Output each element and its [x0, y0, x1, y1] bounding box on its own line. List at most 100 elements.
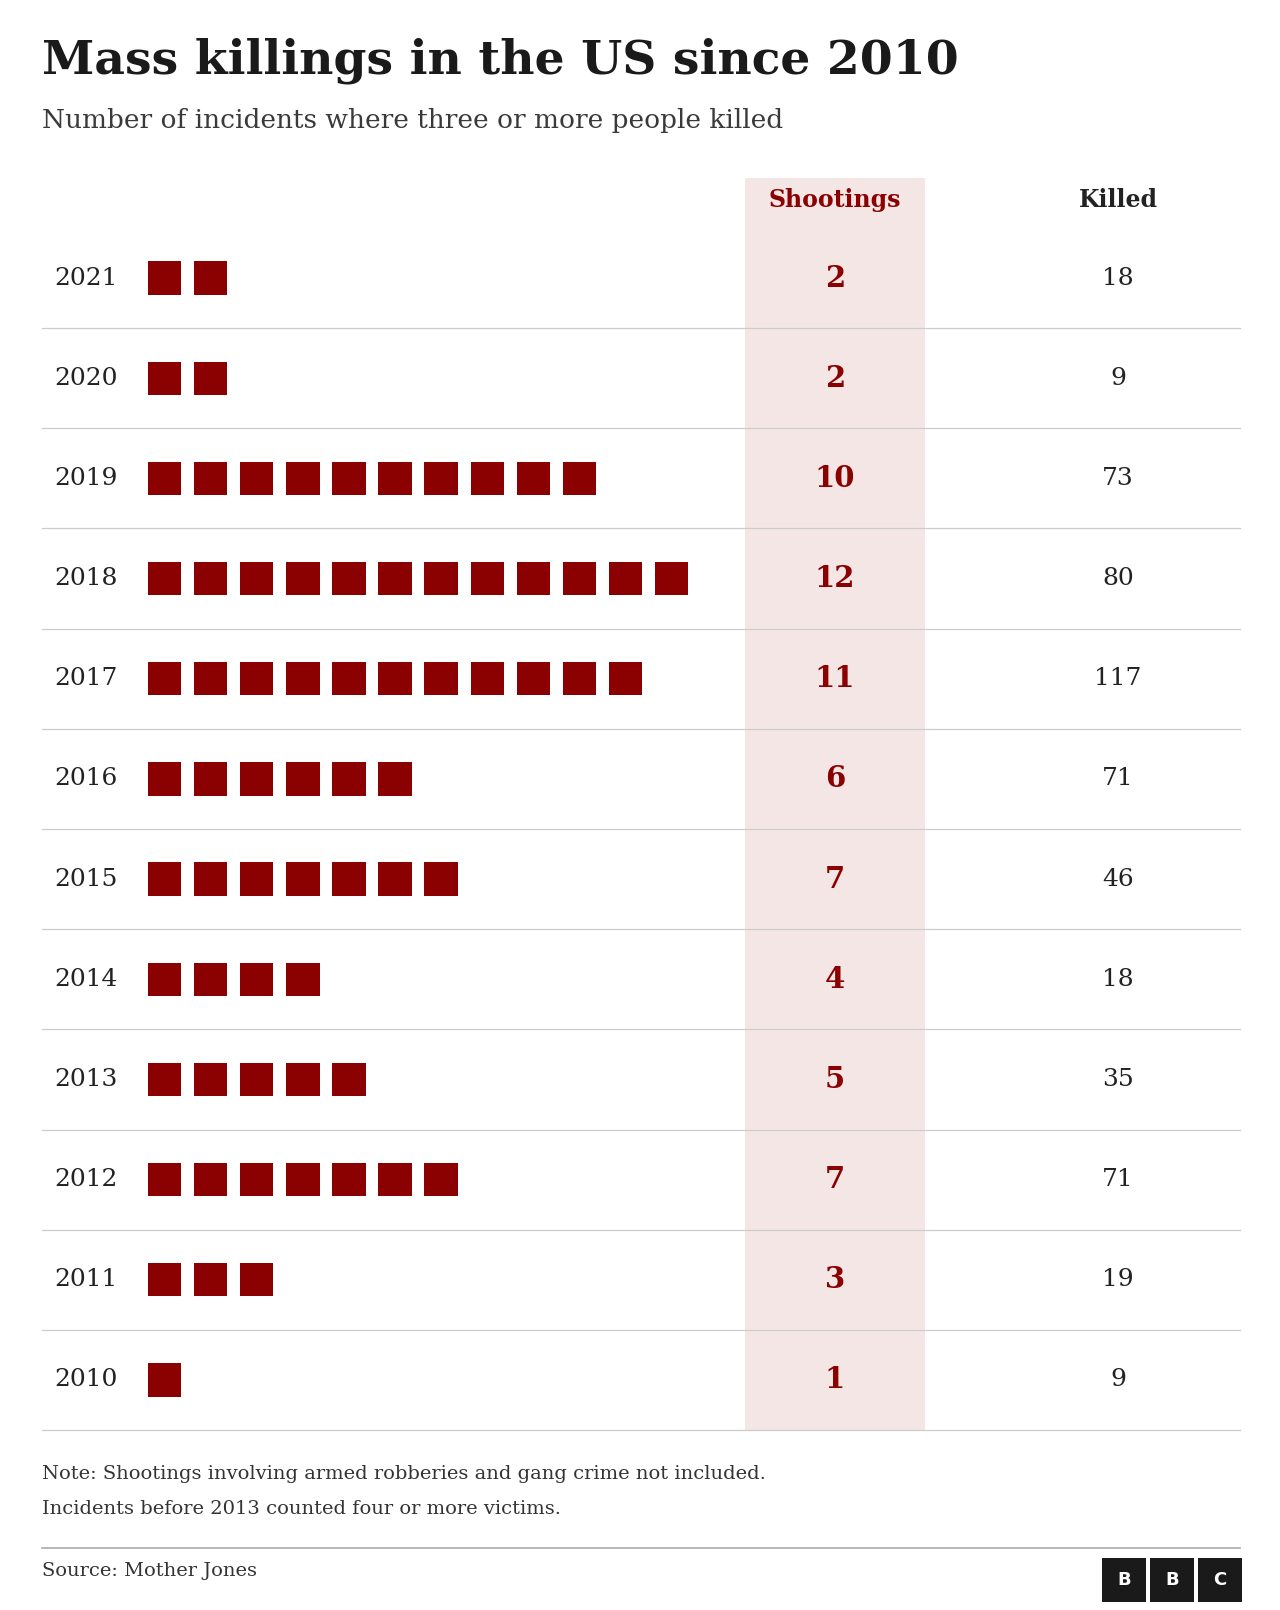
FancyBboxPatch shape: [517, 462, 550, 494]
FancyBboxPatch shape: [517, 562, 550, 596]
FancyBboxPatch shape: [148, 1364, 182, 1396]
FancyBboxPatch shape: [471, 462, 504, 494]
FancyBboxPatch shape: [471, 562, 504, 596]
Text: 2016: 2016: [55, 768, 118, 791]
FancyBboxPatch shape: [195, 1162, 228, 1196]
FancyBboxPatch shape: [333, 863, 366, 895]
Text: C: C: [1213, 1571, 1226, 1589]
FancyBboxPatch shape: [379, 1162, 412, 1196]
FancyBboxPatch shape: [425, 662, 458, 696]
FancyBboxPatch shape: [1198, 1558, 1242, 1602]
FancyBboxPatch shape: [148, 562, 182, 596]
Text: 71: 71: [1102, 1169, 1134, 1191]
FancyBboxPatch shape: [148, 362, 182, 394]
Text: 10: 10: [815, 464, 855, 493]
Text: 19: 19: [1102, 1269, 1134, 1291]
FancyBboxPatch shape: [287, 462, 320, 494]
FancyBboxPatch shape: [609, 562, 643, 596]
Text: 5: 5: [824, 1064, 845, 1093]
FancyBboxPatch shape: [241, 1063, 274, 1096]
FancyBboxPatch shape: [241, 662, 274, 696]
FancyBboxPatch shape: [148, 261, 182, 295]
FancyBboxPatch shape: [425, 462, 458, 494]
FancyBboxPatch shape: [148, 462, 182, 494]
Text: 9: 9: [1110, 367, 1126, 390]
Text: 35: 35: [1102, 1067, 1134, 1092]
Text: 12: 12: [815, 564, 855, 592]
Text: 46: 46: [1102, 868, 1134, 890]
Text: 2013: 2013: [55, 1067, 118, 1092]
FancyBboxPatch shape: [195, 261, 228, 295]
FancyBboxPatch shape: [241, 562, 274, 596]
Text: 2020: 2020: [55, 367, 118, 390]
FancyBboxPatch shape: [241, 863, 274, 895]
Text: Note: Shootings involving armed robberies and gang crime not included.: Note: Shootings involving armed robberie…: [42, 1465, 765, 1483]
FancyBboxPatch shape: [241, 1162, 274, 1196]
Text: 2018: 2018: [55, 567, 118, 591]
Text: 71: 71: [1102, 768, 1134, 791]
Text: 2019: 2019: [55, 467, 118, 489]
FancyBboxPatch shape: [241, 1264, 274, 1296]
FancyBboxPatch shape: [287, 963, 320, 997]
Text: 9: 9: [1110, 1368, 1126, 1391]
FancyBboxPatch shape: [333, 1162, 366, 1196]
Text: Shootings: Shootings: [769, 188, 901, 213]
Text: 2017: 2017: [55, 667, 118, 691]
FancyBboxPatch shape: [148, 1162, 182, 1196]
Text: 2014: 2014: [55, 968, 118, 990]
Text: 7: 7: [824, 1166, 845, 1195]
FancyBboxPatch shape: [148, 963, 182, 997]
FancyBboxPatch shape: [195, 863, 228, 895]
Text: 7: 7: [824, 865, 845, 894]
Text: 2015: 2015: [55, 868, 118, 890]
Text: 2: 2: [824, 364, 845, 393]
FancyBboxPatch shape: [287, 562, 320, 596]
Text: B: B: [1117, 1571, 1130, 1589]
FancyBboxPatch shape: [195, 362, 228, 394]
FancyBboxPatch shape: [241, 762, 274, 795]
FancyBboxPatch shape: [148, 762, 182, 795]
Text: 11: 11: [815, 665, 855, 694]
FancyBboxPatch shape: [379, 863, 412, 895]
FancyBboxPatch shape: [195, 1264, 228, 1296]
FancyBboxPatch shape: [563, 562, 596, 596]
FancyBboxPatch shape: [241, 462, 274, 494]
FancyBboxPatch shape: [195, 762, 228, 795]
FancyBboxPatch shape: [195, 562, 228, 596]
FancyBboxPatch shape: [333, 562, 366, 596]
Text: Incidents before 2013 counted four or more victims.: Incidents before 2013 counted four or mo…: [42, 1501, 561, 1518]
FancyBboxPatch shape: [333, 462, 366, 494]
FancyBboxPatch shape: [379, 662, 412, 696]
FancyBboxPatch shape: [563, 662, 596, 696]
Text: 2: 2: [824, 264, 845, 293]
Text: 6: 6: [824, 765, 845, 794]
Text: 2010: 2010: [55, 1368, 118, 1391]
FancyBboxPatch shape: [287, 662, 320, 696]
FancyBboxPatch shape: [333, 662, 366, 696]
FancyBboxPatch shape: [333, 762, 366, 795]
Text: 2021: 2021: [55, 267, 118, 290]
FancyBboxPatch shape: [287, 1063, 320, 1096]
FancyBboxPatch shape: [195, 1063, 228, 1096]
FancyBboxPatch shape: [195, 462, 228, 494]
FancyBboxPatch shape: [425, 562, 458, 596]
FancyBboxPatch shape: [333, 1063, 366, 1096]
FancyBboxPatch shape: [148, 1264, 182, 1296]
FancyBboxPatch shape: [425, 863, 458, 895]
Text: 1: 1: [824, 1365, 845, 1394]
Text: 2011: 2011: [55, 1269, 118, 1291]
FancyBboxPatch shape: [148, 863, 182, 895]
FancyBboxPatch shape: [745, 179, 925, 1430]
FancyBboxPatch shape: [379, 462, 412, 494]
FancyBboxPatch shape: [563, 462, 596, 494]
FancyBboxPatch shape: [148, 1063, 182, 1096]
FancyBboxPatch shape: [1102, 1558, 1146, 1602]
Text: B: B: [1165, 1571, 1179, 1589]
Text: 3: 3: [824, 1265, 845, 1294]
FancyBboxPatch shape: [517, 662, 550, 696]
FancyBboxPatch shape: [287, 863, 320, 895]
Text: 18: 18: [1102, 968, 1134, 990]
Text: 117: 117: [1094, 667, 1142, 691]
Text: Number of incidents where three or more people killed: Number of incidents where three or more …: [42, 108, 783, 134]
FancyBboxPatch shape: [655, 562, 689, 596]
